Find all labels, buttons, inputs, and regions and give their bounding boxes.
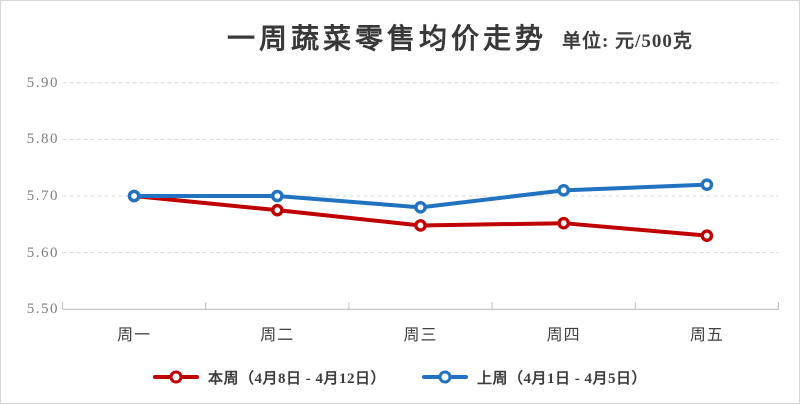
data-point bbox=[557, 184, 571, 197]
data-point bbox=[270, 203, 284, 217]
data-point bbox=[270, 189, 284, 203]
data-point bbox=[700, 178, 714, 191]
legend-label: 本周（4月8日 - 4月12日） bbox=[208, 370, 386, 387]
legend-marker-icon bbox=[153, 370, 199, 384]
data-point bbox=[557, 216, 571, 230]
y-tick-label: 5.60 bbox=[26, 244, 59, 261]
legend-item-0: 本周（4月8日 - 4月12日） bbox=[153, 367, 386, 388]
y-tick-label: 5.50 bbox=[26, 301, 59, 318]
legend: 本周（4月8日 - 4月12日） 上周（4月1日 - 4月5日） bbox=[1, 363, 799, 391]
y-tick-label: 5.70 bbox=[26, 188, 59, 204]
legend-label: 上周（4月1日 - 4月5日） bbox=[477, 370, 647, 387]
data-point bbox=[414, 201, 427, 214]
y-tick-label: 5.80 bbox=[26, 131, 59, 148]
data-point bbox=[700, 229, 714, 242]
chart-title: 一周蔬菜零售均价走势 bbox=[227, 24, 548, 55]
data-point bbox=[414, 219, 427, 232]
x-category-label: 周三 bbox=[403, 327, 438, 344]
x-category-label: 周五 bbox=[689, 327, 724, 344]
legend-marker-icon bbox=[422, 370, 468, 384]
x-category-label: 周二 bbox=[260, 327, 295, 344]
data-point bbox=[127, 189, 141, 203]
unit-label: 单位: 元/500克 bbox=[562, 31, 693, 52]
legend-item-1: 上周（4月1日 - 4月5日） bbox=[422, 367, 647, 388]
y-tick-label: 5.90 bbox=[26, 74, 59, 91]
x-category-label: 周四 bbox=[546, 327, 581, 344]
x-category-label: 周一 bbox=[117, 327, 152, 344]
